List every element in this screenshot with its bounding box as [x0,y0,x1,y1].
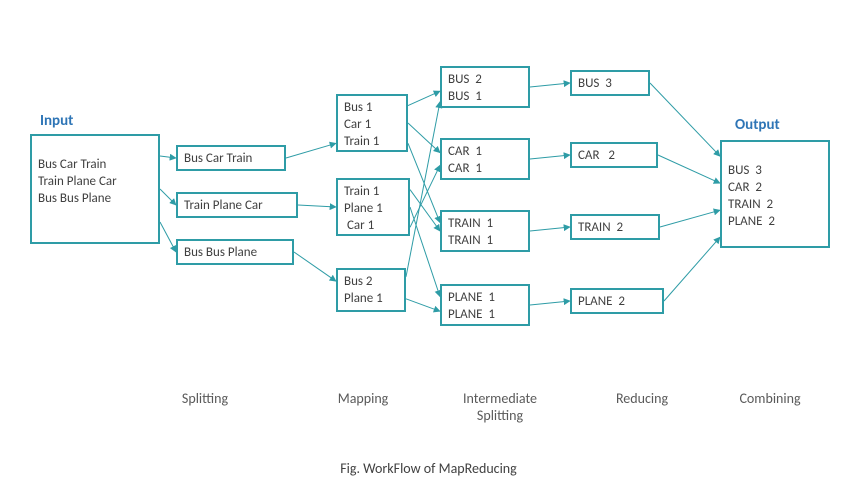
edge-red4-output [664,237,720,301]
node-red3: TRAIN 2 [570,214,660,240]
edge-split2-map2 [298,205,336,207]
edge-int2-red2 [530,155,570,159]
node-split1: Bus Car Train [176,145,286,171]
node-int4: PLANE 1 PLANE 1 [440,284,530,326]
edge-input-split1 [160,156,176,158]
node-map2: Train 1 Plane 1 Car 1 [336,178,410,236]
stage-label-intermediate: Intermediate Splitting [430,390,570,424]
edge-map2-int3 [410,190,440,231]
edge-split1-map1 [286,143,336,158]
edge-red2-output [658,155,720,183]
node-red2: CAR 2 [570,142,658,168]
edge-map1-int3 [408,143,440,222]
edge-input-split3 [160,222,176,252]
node-int3: TRAIN 1 TRAIN 1 [440,210,530,252]
edge-int3-red3 [530,227,570,231]
edge-split3-map3 [294,252,336,281]
stage-label-combining: Combining [700,390,840,407]
output-section-label: Output [735,116,780,134]
node-map3: Bus 2 Plane 1 [336,268,406,312]
node-input: Bus Car Train Train Plane Car Bus Bus Pl… [30,134,160,244]
node-map1: Bus 1 Car 1 Train 1 [336,94,408,152]
node-split2: Train Plane Car [176,192,298,218]
edge-red1-output [650,83,720,156]
figure-caption: Fig. WorkFlow of MapReducing [0,460,857,477]
edge-map3-int4 [406,299,440,312]
edge-int1-red1 [530,83,570,87]
edge-map3-int1 [406,102,440,277]
node-int2: CAR 1 CAR 1 [440,138,530,180]
edge-layer [0,0,857,500]
node-int1: BUS 2 BUS 1 [440,66,530,108]
edge-red3-output [660,210,720,227]
edge-map2-int4 [410,207,440,297]
stage-label-splitting: Splitting [135,390,275,407]
node-split3: Bus Bus Plane [176,239,294,265]
node-red1: BUS 3 [570,70,650,96]
node-red4: PLANE 2 [570,288,664,314]
stage-label-reducing: Reducing [572,390,712,407]
edge-input-split2 [160,189,176,205]
edge-map2-int2 [410,165,440,227]
input-section-label: Input [40,112,73,130]
edge-int4-red4 [530,301,570,305]
node-output: BUS 3 CAR 2 TRAIN 2 PLANE 2 [720,140,830,248]
edge-map1-int1 [408,91,440,105]
edge-map1-int2 [408,123,440,153]
stage-label-mapping: Mapping [293,390,433,407]
